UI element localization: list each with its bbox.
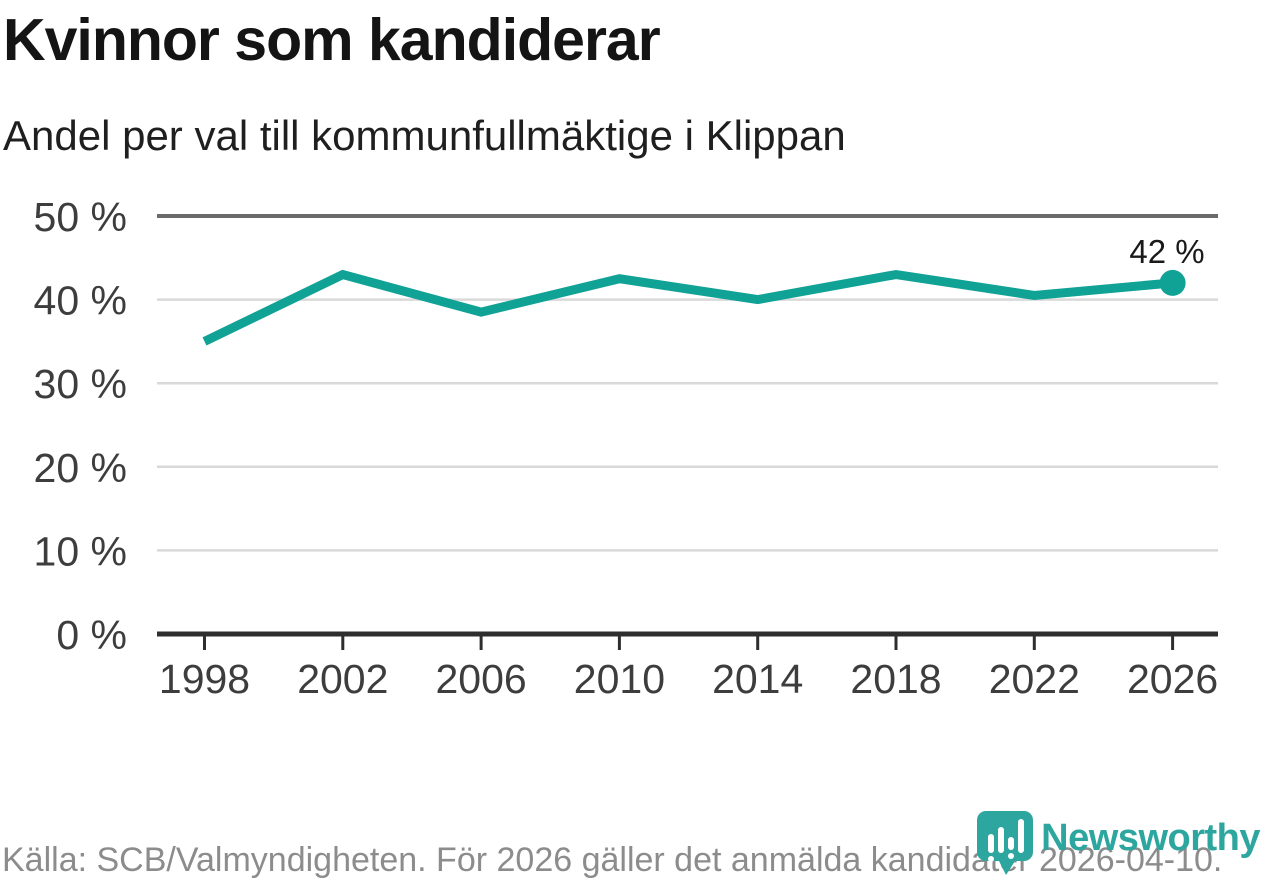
- y-axis-tick-label: 40 %: [34, 278, 127, 324]
- y-axis-tick-label: 30 %: [34, 361, 127, 407]
- chart-subtitle: Andel per val till kommunfullmäktige i K…: [3, 112, 846, 159]
- newsworthy-pin-icon: [977, 811, 1034, 875]
- x-axis-tick-label: 2022: [989, 656, 1080, 702]
- x-axis-tick-label: 2010: [574, 656, 665, 702]
- y-axis-tick-label: 50 %: [34, 194, 127, 240]
- newsworthy-logo: Newsworthy: [976, 810, 1260, 876]
- y-axis-tick-label: 10 %: [34, 528, 127, 574]
- x-axis-tick-label: 1998: [159, 656, 250, 702]
- end-value-label: 42 %: [1129, 233, 1205, 270]
- data-line: [202, 269, 1174, 346]
- x-axis-tick-label: 2006: [435, 656, 526, 702]
- x-axis-tick-label: 2026: [1127, 656, 1218, 702]
- x-axis-tick-label: 2002: [297, 656, 388, 702]
- chart-title: Kvinnor som kandiderar: [3, 7, 661, 73]
- y-axis-tick-label: 0 %: [56, 612, 127, 658]
- brand-name: Newsworthy: [1041, 817, 1260, 859]
- y-axis-tick-label: 20 %: [34, 445, 127, 491]
- x-axis-tick-label: 2014: [712, 656, 803, 702]
- x-axis-tick-label: 2018: [850, 656, 941, 702]
- end-point-marker: [1159, 269, 1186, 296]
